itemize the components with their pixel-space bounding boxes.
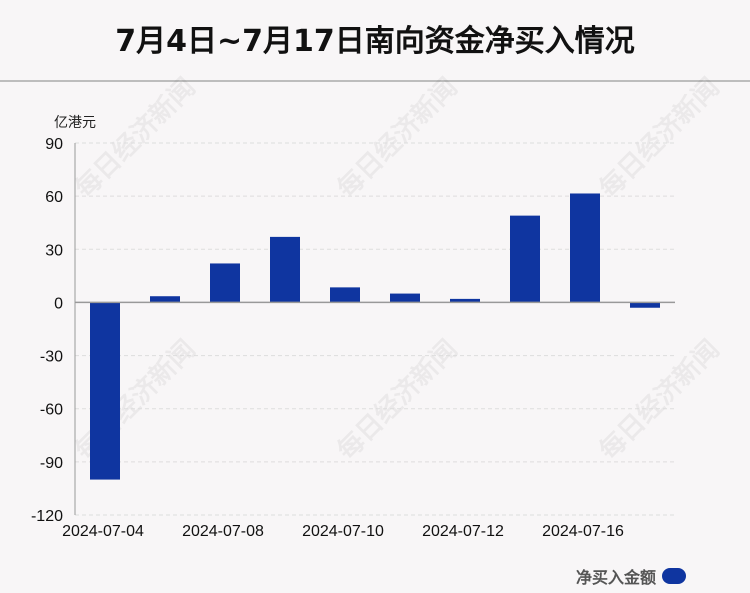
bar	[210, 263, 240, 303]
bar	[450, 298, 480, 303]
y-tick-label: -30	[40, 349, 63, 366]
title-divider	[0, 80, 750, 82]
y-axis-unit-label: 亿港元	[54, 115, 96, 131]
y-tick-label: -90	[40, 455, 63, 472]
y-tick-label: 60	[45, 189, 63, 206]
y-tick-label: 90	[45, 136, 63, 153]
x-tick-label: 2024-07-08	[182, 523, 264, 540]
y-tick-label: -60	[40, 402, 63, 419]
bar	[330, 287, 360, 303]
bar	[390, 293, 420, 303]
x-tick-label: 2024-07-04	[62, 523, 144, 540]
x-tick-label: 2024-07-10	[302, 523, 384, 540]
bar	[90, 302, 120, 480]
bar	[270, 236, 300, 303]
y-tick-label: -120	[31, 508, 63, 525]
chart-title: 7月4日~7月17日南向资金净买入情况	[115, 24, 635, 59]
bar	[150, 296, 180, 303]
y-tick-label: 0	[54, 295, 63, 312]
x-tick-label: 2024-07-16	[542, 523, 624, 540]
legend-swatch	[662, 568, 687, 584]
legend: 净买入金额	[576, 564, 687, 588]
y-tick-label: 30	[45, 242, 63, 259]
bar	[510, 215, 540, 303]
bar	[570, 193, 600, 303]
x-tick-label: 2024-07-12	[422, 523, 504, 540]
bar	[630, 302, 660, 308]
legend-label: 净买入金额	[576, 568, 657, 587]
